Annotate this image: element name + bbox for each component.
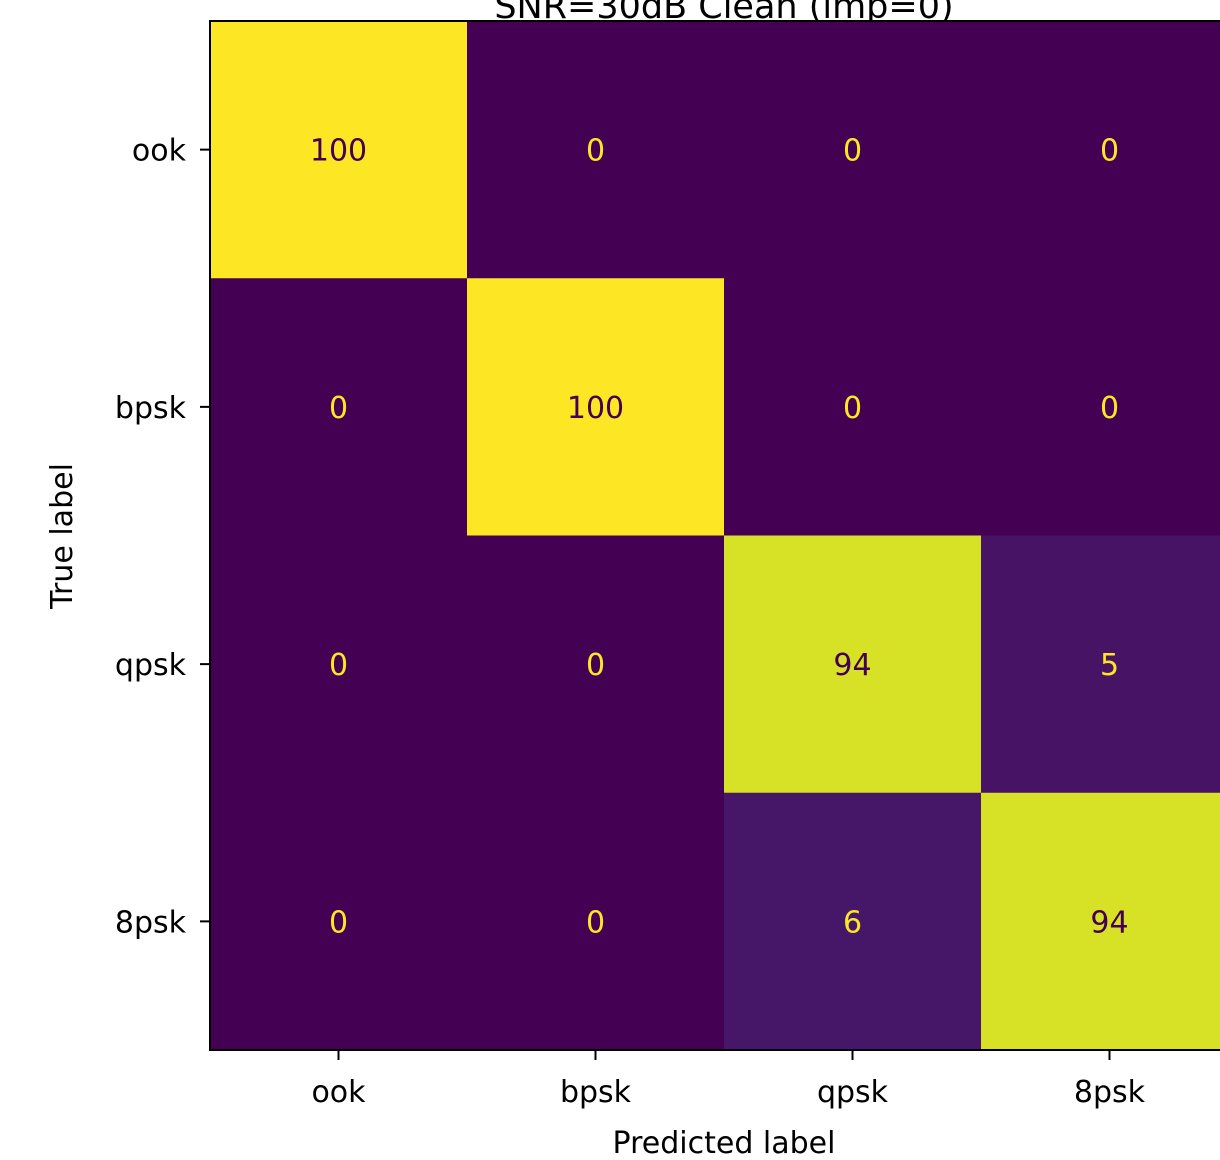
axis-ticks: ook bpsk qpsk 8psk ook bpsk qpsk 8psk <box>115 134 1146 1110</box>
heatmap-cell-8psk-8psk <box>981 792 1220 1051</box>
cell-value-label: 100 <box>310 134 367 169</box>
heatmap-cell-qpsk-qpsk <box>724 535 982 794</box>
y-tick-label: ook <box>132 134 187 169</box>
heatmap-cell-8psk-qpsk <box>724 792 982 1051</box>
y-tick-label: 8psk <box>115 905 187 940</box>
heatmap-cells <box>210 21 1220 1051</box>
x-tick-label: 8psk <box>1074 1075 1146 1110</box>
cell-value-label: 100 <box>567 391 624 426</box>
cell-value-label: 0 <box>329 905 348 940</box>
cell-value-label: 0 <box>843 391 862 426</box>
heatmap-cell-bpsk-ook <box>210 278 468 537</box>
cell-value-label: 6 <box>843 905 862 940</box>
heatmap-cell-qpsk-bpsk <box>467 535 725 794</box>
x-tick-label: ook <box>311 1075 366 1110</box>
heatmap-cell-ook-qpsk <box>724 21 982 279</box>
x-axis-label: Predicted label <box>613 1126 836 1160</box>
cell-value-label: 0 <box>586 905 605 940</box>
y-tick-label: qpsk <box>115 648 187 683</box>
cell-value-label: 0 <box>586 648 605 683</box>
cell-value-label: 5 <box>1100 648 1119 683</box>
cell-value-label: 94 <box>833 648 871 683</box>
heatmap-cell-bpsk-bpsk <box>467 278 725 537</box>
cell-value-label: 0 <box>1100 134 1119 169</box>
heatmap-cell-ook-ook <box>210 21 468 279</box>
y-tick-label: bpsk <box>115 391 187 426</box>
cell-value-label: 94 <box>1090 905 1128 940</box>
heatmap-cell-bpsk-qpsk <box>724 278 982 537</box>
heatmap-cell-qpsk-ook <box>210 535 468 794</box>
heatmap-cell-qpsk-8psk <box>981 535 1220 794</box>
cell-value-label: 0 <box>329 648 348 683</box>
cell-value-label: 0 <box>586 134 605 169</box>
cell-value-labels: 100 0 0 0 0 100 0 0 0 0 94 5 0 0 6 94 <box>310 134 1129 941</box>
heatmap-cell-8psk-bpsk <box>467 792 725 1051</box>
cell-value-label: 0 <box>843 134 862 169</box>
heatmap-cell-ook-bpsk <box>467 21 725 279</box>
y-axis-label: True label <box>45 463 80 610</box>
heatmap-cell-bpsk-8psk <box>981 278 1220 537</box>
x-tick-label: qpsk <box>817 1075 889 1110</box>
plot-area-frame <box>209 20 1220 1051</box>
heatmap-cell-8psk-ook <box>210 792 468 1051</box>
cell-value-label: 0 <box>329 391 348 426</box>
heatmap-cell-ook-8psk <box>981 21 1220 279</box>
cell-value-label: 0 <box>1100 391 1119 426</box>
x-tick-label: bpsk <box>560 1075 632 1110</box>
